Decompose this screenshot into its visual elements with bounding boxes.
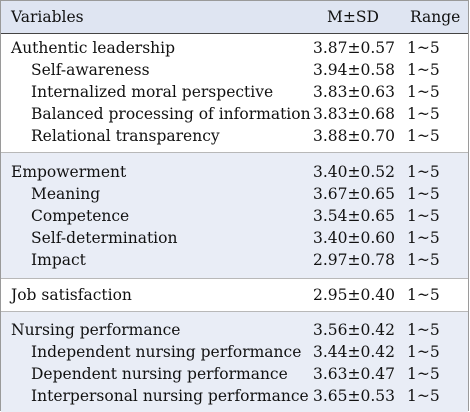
item-msd: 3.63±0.47 (313, 365, 396, 383)
item-range: 1~5 (407, 207, 440, 225)
section-msd: 3.87±0.57 (313, 39, 396, 57)
section-title: Authentic leadership (11, 39, 176, 57)
item-label: Relational transparency (31, 127, 220, 145)
section-msd: 3.40±0.52 (313, 163, 396, 181)
item-msd: 3.44±0.42 (313, 343, 396, 361)
item-label: Impact (31, 251, 86, 269)
item-msd: 3.94±0.58 (313, 61, 396, 79)
section-job-satisfaction: Job satisfaction 2.95±0.40 1~5 (1, 278, 468, 312)
item-label: Internalized moral perspective (31, 83, 274, 101)
item-label: Dependent nursing performance (31, 365, 288, 383)
item-label: Self-awareness (31, 61, 150, 79)
item-range: 1~5 (407, 251, 440, 269)
section-empowerment: Empowerment 3.40±0.52 1~5 Meaning 3.67±0… (1, 152, 468, 279)
section-msd: 3.56±0.42 (313, 321, 396, 339)
item-label: Meaning (31, 185, 101, 203)
section-title: Empowerment (11, 163, 127, 181)
item-msd: 3.40±0.60 (313, 229, 396, 247)
header-range: Range (410, 8, 461, 26)
item-label: Competence (31, 207, 130, 225)
item-range: 1~5 (407, 83, 440, 101)
item-range: 1~5 (407, 105, 440, 123)
item-msd: 3.54±0.65 (313, 207, 396, 225)
item-range: 1~5 (407, 229, 440, 247)
item-msd: 3.83±0.63 (313, 83, 396, 101)
item-msd: 3.83±0.68 (313, 105, 396, 123)
section-nursing-performance: Nursing performance 3.56±0.42 1~5 Indepe… (1, 311, 468, 412)
section-range: 1~5 (407, 321, 440, 339)
item-range: 1~5 (407, 343, 440, 361)
item-msd: 2.97±0.78 (313, 251, 396, 269)
header-msd: M±SD (327, 8, 379, 26)
item-msd: 3.88±0.70 (313, 127, 396, 145)
item-label: Independent nursing performance (31, 343, 302, 361)
item-range: 1~5 (407, 387, 440, 405)
item-range: 1~5 (407, 127, 440, 145)
item-msd: 3.67±0.65 (313, 185, 396, 203)
item-range: 1~5 (407, 61, 440, 79)
section-range: 1~5 (407, 163, 440, 181)
section-range: 1~5 (407, 286, 440, 304)
item-range: 1~5 (407, 365, 440, 383)
section-title: Job satisfaction (11, 286, 132, 304)
section-msd: 2.95±0.40 (313, 286, 396, 304)
section-title: Nursing performance (11, 321, 181, 339)
header-variables: Variables (11, 8, 84, 26)
section-authentic-leadership: Authentic leadership 3.87±0.57 1~5 Self-… (1, 34, 468, 152)
table-header: Variables M±SD Range (1, 1, 468, 34)
item-range: 1~5 (407, 185, 440, 203)
item-label: Interpersonal nursing performance (31, 387, 309, 405)
item-msd: 3.65±0.53 (313, 387, 396, 405)
item-label: Balanced processing of information (31, 105, 311, 123)
section-range: 1~5 (407, 39, 440, 57)
item-label: Self-determination (31, 229, 178, 247)
